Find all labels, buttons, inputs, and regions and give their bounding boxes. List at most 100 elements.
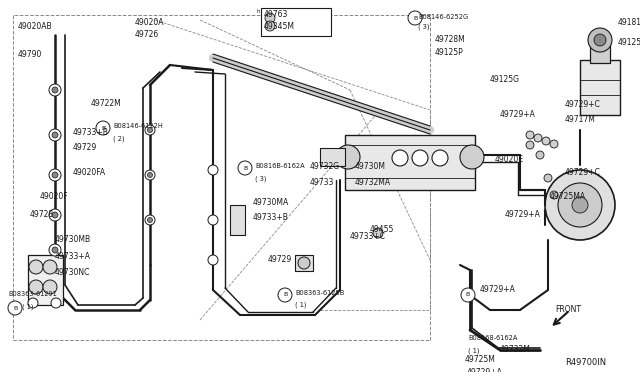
Circle shape — [52, 172, 58, 178]
Circle shape — [526, 141, 534, 149]
Circle shape — [43, 280, 57, 294]
Circle shape — [336, 145, 360, 169]
Text: 49181M: 49181M — [618, 18, 640, 27]
Circle shape — [208, 255, 218, 265]
Circle shape — [432, 150, 448, 166]
Text: 49020FA: 49020FA — [73, 168, 106, 177]
Text: ( 1): ( 1) — [22, 304, 33, 311]
Text: FRONT: FRONT — [555, 305, 581, 314]
Text: 49020F: 49020F — [40, 192, 68, 201]
Text: ( 1): ( 1) — [295, 302, 307, 308]
Circle shape — [49, 84, 61, 96]
Circle shape — [265, 13, 275, 23]
Bar — [590, 45, 610, 63]
Circle shape — [278, 288, 292, 302]
Text: 49733+B: 49733+B — [73, 128, 109, 137]
Circle shape — [544, 174, 552, 182]
Text: B08146-6122H: B08146-6122H — [113, 123, 163, 129]
Circle shape — [572, 197, 588, 213]
Circle shape — [265, 21, 275, 31]
Text: 49725M: 49725M — [465, 355, 496, 364]
Circle shape — [52, 132, 58, 138]
Circle shape — [52, 247, 58, 253]
Text: B: B — [101, 125, 105, 131]
Circle shape — [49, 209, 61, 221]
Text: h: h — [256, 9, 260, 14]
Text: 49729+C: 49729+C — [565, 100, 601, 109]
Circle shape — [49, 169, 61, 181]
Circle shape — [49, 129, 61, 141]
Text: ( 2): ( 2) — [113, 135, 125, 141]
Circle shape — [145, 170, 155, 180]
Text: 49729+A: 49729+A — [500, 110, 536, 119]
Text: 49455: 49455 — [370, 225, 394, 234]
Circle shape — [534, 134, 542, 142]
Text: 49729: 49729 — [73, 143, 97, 152]
Circle shape — [52, 87, 58, 93]
Circle shape — [392, 150, 408, 166]
Text: B: B — [243, 166, 247, 170]
Circle shape — [49, 244, 61, 256]
Circle shape — [460, 145, 484, 169]
Text: 49730MB: 49730MB — [55, 235, 91, 244]
Text: 49728M: 49728M — [435, 35, 466, 44]
Text: 49763: 49763 — [264, 10, 289, 19]
Circle shape — [51, 298, 61, 308]
Text: 49125P: 49125P — [435, 48, 464, 57]
Text: 49790: 49790 — [18, 50, 42, 59]
Circle shape — [461, 288, 475, 302]
Circle shape — [526, 131, 534, 139]
Text: 49729+A: 49729+A — [467, 368, 503, 372]
Circle shape — [208, 165, 218, 175]
Bar — [580, 60, 620, 115]
Text: 49730NC: 49730NC — [55, 268, 90, 277]
Text: ( 1): ( 1) — [468, 347, 479, 353]
Text: 49733+B: 49733+B — [253, 213, 289, 222]
Circle shape — [29, 260, 43, 274]
Circle shape — [550, 140, 558, 148]
Text: B08168-6162A: B08168-6162A — [468, 335, 517, 341]
Text: B: B — [283, 292, 287, 298]
Circle shape — [28, 298, 38, 308]
Text: B: B — [413, 16, 417, 20]
Text: 49726: 49726 — [135, 30, 159, 39]
Circle shape — [536, 151, 544, 159]
Circle shape — [208, 215, 218, 225]
Text: B0816B-6162A: B0816B-6162A — [255, 163, 305, 169]
Bar — [295, 255, 313, 271]
Text: 49729+A: 49729+A — [505, 210, 541, 219]
Text: 49729+C: 49729+C — [565, 168, 601, 177]
Bar — [320, 148, 345, 166]
Text: ( 3): ( 3) — [255, 175, 266, 182]
Text: B08363-6125B: B08363-6125B — [295, 290, 344, 296]
Circle shape — [52, 212, 58, 218]
Bar — [261, 8, 331, 36]
Text: R49700IN: R49700IN — [565, 358, 606, 367]
Circle shape — [298, 257, 310, 269]
Text: 49728: 49728 — [30, 210, 54, 219]
Text: 49733: 49733 — [310, 178, 334, 187]
Text: 49722M: 49722M — [91, 99, 122, 108]
Circle shape — [145, 215, 155, 225]
Text: 49020A: 49020A — [135, 18, 164, 27]
Text: ( 3): ( 3) — [418, 24, 429, 31]
Circle shape — [545, 170, 615, 240]
Text: 49020E: 49020E — [495, 155, 524, 164]
Text: 49733+A: 49733+A — [55, 252, 91, 261]
Text: B08146-6252G: B08146-6252G — [418, 14, 468, 20]
Text: 49729+A: 49729+A — [480, 285, 516, 294]
Circle shape — [412, 150, 428, 166]
Text: 49725MA: 49725MA — [550, 192, 586, 201]
Circle shape — [542, 137, 550, 145]
Circle shape — [145, 125, 155, 135]
Circle shape — [588, 28, 612, 52]
Text: 49732MA: 49732MA — [355, 178, 391, 187]
Text: 49020AB: 49020AB — [18, 22, 52, 31]
Text: 49730MA: 49730MA — [253, 198, 289, 207]
Bar — [28, 255, 63, 305]
Circle shape — [147, 128, 152, 132]
Circle shape — [147, 218, 152, 222]
Text: 49733+C: 49733+C — [350, 232, 386, 241]
Bar — [345, 135, 475, 190]
Text: B: B — [13, 305, 17, 311]
